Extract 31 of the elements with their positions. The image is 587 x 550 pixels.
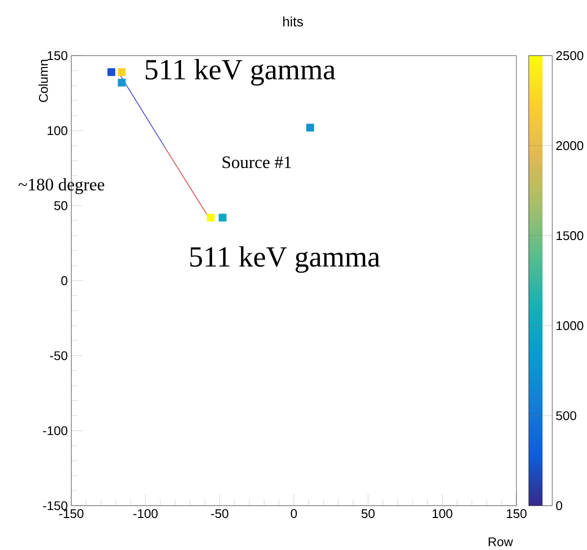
point bbox=[118, 68, 126, 76]
annotation: 511 keV gamma bbox=[190, 246, 380, 274]
point bbox=[107, 68, 116, 76]
color-bar-label: 1500 bbox=[556, 231, 584, 240]
x-tick-label: 150 bbox=[506, 509, 526, 518]
x-tick-label: 50 bbox=[362, 509, 375, 518]
point bbox=[206, 214, 215, 222]
color-bar-label: 2000 bbox=[556, 141, 584, 150]
color-bar-label: 500 bbox=[556, 411, 576, 420]
x-tick-label: -100 bbox=[133, 509, 158, 518]
annotation: 511 keV gamma bbox=[146, 59, 336, 86]
y-tick-label: 150 bbox=[48, 51, 68, 60]
x-tick-label: -50 bbox=[211, 509, 228, 518]
point bbox=[306, 124, 314, 132]
y-tick-label: -150 bbox=[43, 501, 68, 510]
color-bar-label: 0 bbox=[556, 501, 562, 510]
chart-title: hits bbox=[283, 16, 303, 27]
x-tick-label: 0 bbox=[290, 509, 297, 518]
y-tick-label: 50 bbox=[54, 201, 68, 210]
y-axis-title: Column bbox=[38, 60, 48, 102]
point bbox=[218, 214, 227, 222]
annotation: Source #1 bbox=[222, 156, 291, 168]
x-axis-title: Row bbox=[488, 538, 514, 547]
y-tick-label: 100 bbox=[48, 126, 68, 136]
y-tick-label: 0 bbox=[61, 276, 68, 286]
color-bar-label: 2500 bbox=[556, 51, 584, 60]
y-tick-label: -50 bbox=[50, 351, 68, 360]
x-tick-label: 100 bbox=[432, 509, 452, 518]
point bbox=[118, 78, 126, 87]
color-bar-label: 1000 bbox=[556, 321, 584, 330]
y-tick-label: -100 bbox=[43, 426, 68, 436]
